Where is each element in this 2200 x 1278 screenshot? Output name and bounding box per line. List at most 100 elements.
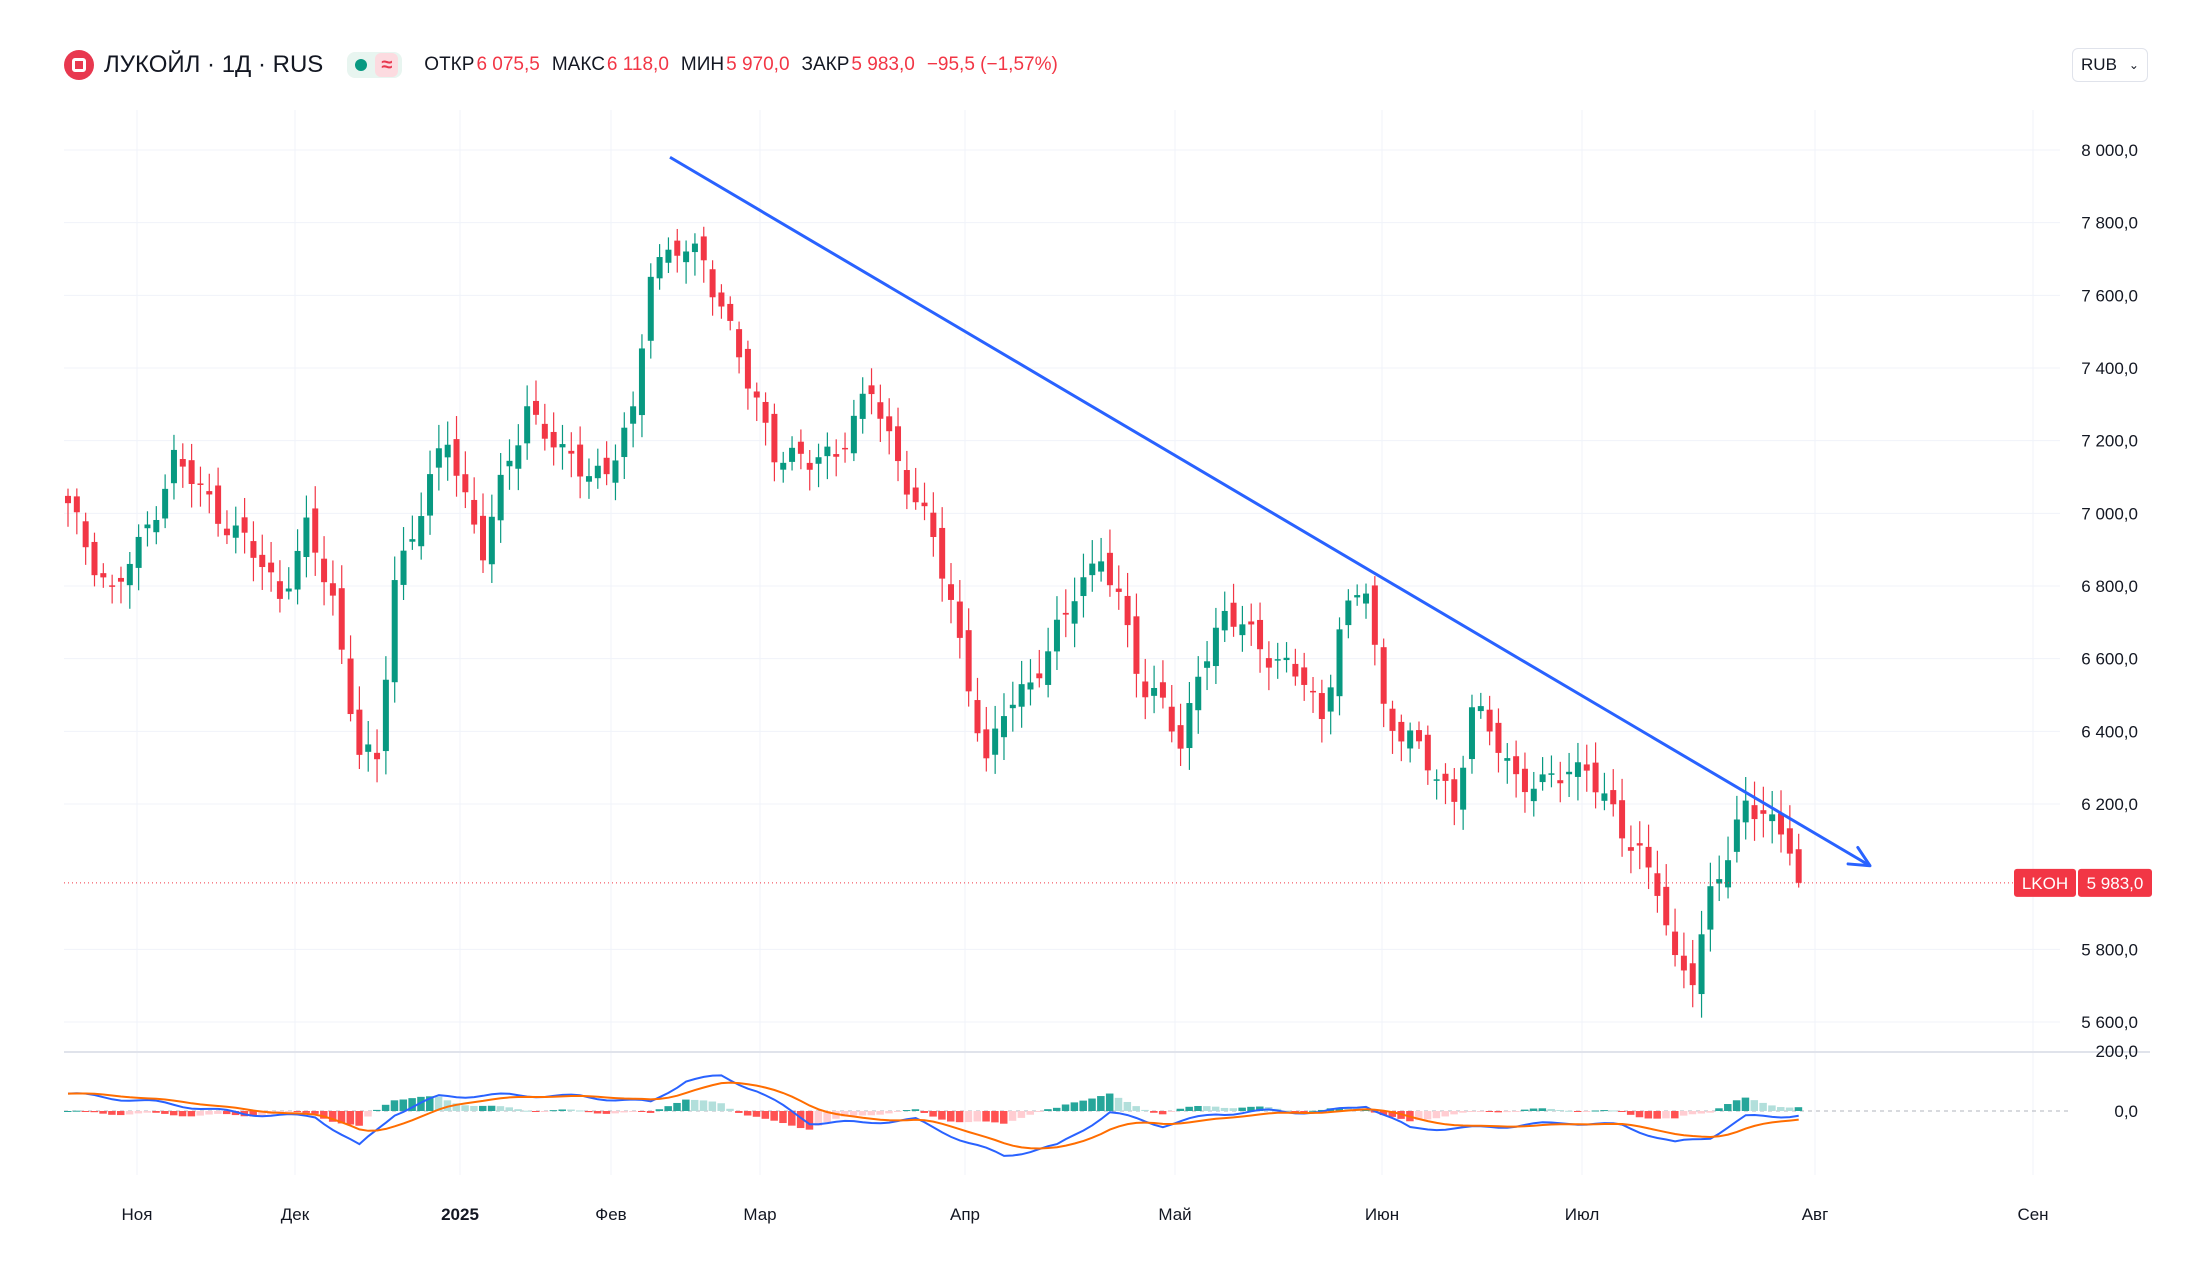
- candle-body: [1053, 619, 1060, 652]
- time-tick-label: Дек: [281, 1205, 310, 1224]
- candle-body: [1036, 673, 1043, 679]
- histogram-bar: [1520, 1109, 1529, 1111]
- histogram-bar: [664, 1106, 672, 1111]
- candle-body: [444, 444, 451, 458]
- candle-body: [1080, 577, 1087, 597]
- histogram-bar: [169, 1111, 178, 1116]
- candle-body: [471, 499, 478, 525]
- open-label: ОТКР: [424, 54, 475, 75]
- histogram-bar: [222, 1111, 231, 1115]
- histogram-bar: [1105, 1093, 1114, 1111]
- histogram-bar: [690, 1099, 699, 1111]
- histogram-bar: [1441, 1111, 1449, 1117]
- histogram-bar: [1017, 1111, 1026, 1118]
- candle-body: [232, 525, 239, 538]
- histogram-bar: [1282, 1110, 1291, 1112]
- candle-body: [877, 402, 884, 419]
- candle-body: [488, 516, 495, 565]
- candle-body: [1045, 651, 1052, 685]
- candle-body: [135, 536, 142, 568]
- candle-body: [1716, 879, 1723, 884]
- time-tick-label: Май: [1158, 1205, 1191, 1224]
- trendline-drawing[interactable]: [669, 155, 1872, 868]
- histogram-bar: [426, 1096, 434, 1111]
- candle-body: [1239, 624, 1246, 636]
- histogram-bar: [1185, 1106, 1193, 1111]
- candle-body: [577, 444, 584, 477]
- histogram-bar: [1309, 1110, 1317, 1112]
- candle-body: [1760, 810, 1767, 814]
- price-axis[interactable]: 8 000,0 7 800,0 7 600,0 7 400,0 7 200,0 7 000…: [2081, 141, 2138, 1032]
- histogram-bar: [1414, 1111, 1423, 1121]
- candle-body: [674, 240, 681, 256]
- histogram-bar: [90, 1111, 98, 1113]
- histogram-bar: [1044, 1109, 1052, 1111]
- histogram-bar: [1644, 1111, 1653, 1119]
- macd-histogram: [64, 1093, 1803, 1130]
- candle-body: [1672, 931, 1679, 956]
- candle-body: [1212, 627, 1219, 667]
- histogram-bar: [938, 1111, 946, 1120]
- currency-selector[interactable]: RUB ⌄: [2072, 48, 2148, 82]
- histogram-bar: [1582, 1111, 1591, 1112]
- time-axis[interactable]: Ноя Дек 2025 Фев Мар Апр Май Июн Июл Авг Сен: [122, 1205, 2049, 1224]
- close-label: ЗАКР: [801, 54, 850, 75]
- candle-body: [1151, 687, 1158, 696]
- trendline[interactable]: [669, 155, 1871, 868]
- histogram-bar: [152, 1111, 160, 1113]
- candle-body: [1098, 561, 1105, 572]
- candle-body: [91, 541, 98, 576]
- histogram-bar: [346, 1111, 355, 1125]
- histogram-bar: [973, 1111, 981, 1122]
- delayed-data-icon: ≈: [375, 53, 399, 77]
- price-tick-label: 7 600,0: [2081, 286, 2138, 305]
- histogram-bar: [1732, 1100, 1741, 1111]
- candle-body: [1248, 621, 1255, 625]
- candle-body: [992, 728, 999, 755]
- histogram-bar: [293, 1111, 302, 1113]
- histogram-bar: [876, 1111, 884, 1115]
- candle-body: [939, 527, 946, 579]
- candle-body: [303, 517, 310, 558]
- candle-body: [285, 588, 292, 592]
- histogram-bar: [258, 1111, 266, 1116]
- histogram-bar: [523, 1110, 531, 1112]
- histogram-bar: [567, 1109, 575, 1111]
- time-tick-label: Сен: [2017, 1205, 2048, 1224]
- candle-body: [532, 400, 539, 415]
- histogram-bar: [1591, 1110, 1600, 1112]
- price-tick-label: 6 400,0: [2081, 722, 2138, 741]
- histogram-bar: [726, 1108, 734, 1111]
- high-value: 6 118,0: [606, 54, 669, 75]
- candle-body: [100, 573, 107, 578]
- candle-body: [948, 584, 954, 600]
- market-status[interactable]: ≈: [347, 52, 403, 78]
- candle-body: [65, 495, 71, 504]
- histogram-bar: [911, 1109, 920, 1111]
- histogram-bar: [1715, 1108, 1723, 1111]
- candle-body: [656, 257, 663, 279]
- histogram-bar: [1565, 1110, 1573, 1112]
- candle-body: [1539, 774, 1546, 783]
- candle-body: [1274, 659, 1281, 661]
- histogram-bar: [178, 1111, 187, 1117]
- histogram-bar: [461, 1105, 469, 1111]
- histogram-bar: [1626, 1111, 1635, 1115]
- histogram-bar: [381, 1104, 390, 1111]
- histogram-bar: [1529, 1108, 1538, 1111]
- candle-body: [1619, 800, 1626, 839]
- histogram-bar: [1556, 1110, 1564, 1112]
- histogram-bar: [1300, 1111, 1308, 1112]
- candle-body: [1592, 762, 1599, 793]
- time-tick-label: Июн: [1365, 1205, 1399, 1224]
- time-tick-label: Июл: [1565, 1205, 1600, 1224]
- trendline-arrowhead[interactable]: [1846, 845, 1872, 868]
- candle-body: [1318, 693, 1325, 720]
- instrument-title[interactable]: ЛУКОЙЛ · 1Д · RUS: [104, 51, 324, 78]
- histogram-bar: [417, 1096, 425, 1111]
- candle-body: [1009, 704, 1016, 709]
- histogram-bar: [1158, 1111, 1167, 1115]
- histogram-bar: [947, 1111, 955, 1122]
- histogram-bar: [867, 1111, 876, 1116]
